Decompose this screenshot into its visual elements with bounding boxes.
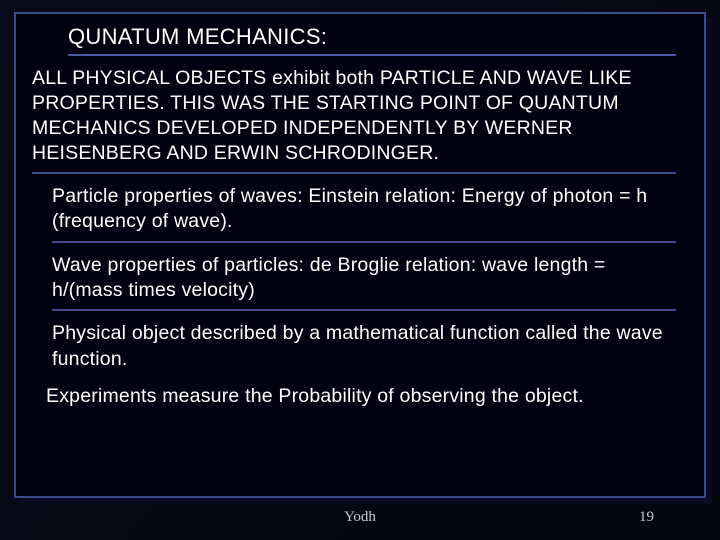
sub-block-1: Wave properties of particles: de Broglie… [52,253,676,312]
sub-block-0: Particle properties of waves: Einstein r… [52,184,676,243]
sub-text-3: Experiments measure the Probability of o… [46,384,676,409]
footer-author: Yodh [344,509,376,526]
footer: Yodh 19 [0,504,720,530]
sub-text-1: Wave properties of particles: de Broglie… [52,253,676,304]
title-block: QUNATUM MECHANICS: [68,20,676,56]
slide-frame: QUNATUM MECHANICS: ALL PHYSICAL OBJECTS … [14,12,706,498]
slide-content: QUNATUM MECHANICS: ALL PHYSICAL OBJECTS … [16,14,704,411]
main-paragraph-block: ALL PHYSICAL OBJECTS exhibit both PARTIC… [32,66,676,174]
sub-text-0: Particle properties of waves: Einstein r… [52,184,676,235]
sub-block-3: Experiments measure the Probability of o… [46,384,676,411]
sub-block-2: Physical object described by a mathemati… [52,321,676,374]
slide-title: QUNATUM MECHANICS: [68,24,676,50]
main-paragraph-text: ALL PHYSICAL OBJECTS exhibit both PARTIC… [32,66,676,166]
footer-page-number: 19 [639,509,654,526]
sub-text-2: Physical object described by a mathemati… [52,321,676,372]
